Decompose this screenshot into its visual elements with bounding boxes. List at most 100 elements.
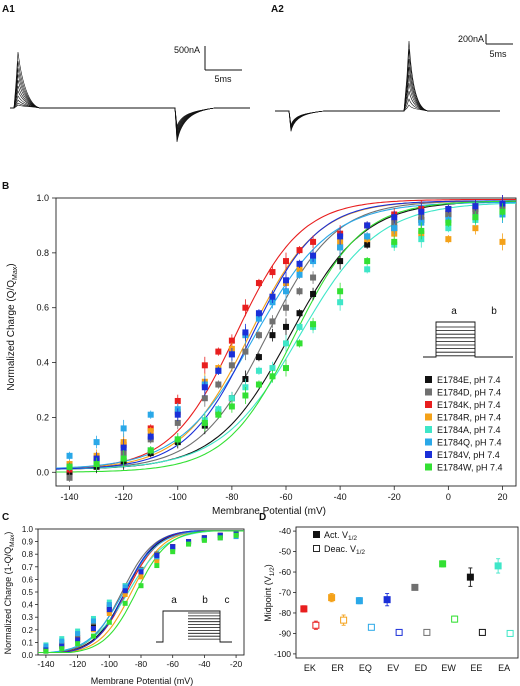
b-point-W [499, 208, 506, 215]
d-ytick-label: -70 [279, 588, 292, 598]
b-point-A [296, 323, 303, 330]
c-point-Q [90, 618, 96, 624]
d-act-point [411, 583, 419, 591]
c-point-R [138, 574, 144, 580]
d-act-point [466, 573, 474, 581]
panel-c: C -140 -120 -100 -80 -60 -40 -20 0.0 0.1 0.2 0.3 0.… [2, 512, 245, 686]
c-point-V [75, 637, 81, 643]
b-point-R [472, 225, 479, 232]
c-fit-Q [38, 530, 244, 654]
a1-trace [10, 99, 250, 139]
b-fit-W [56, 200, 517, 473]
b-point-K [255, 280, 262, 287]
b-point-V [337, 233, 344, 240]
b-point-W [296, 340, 303, 347]
b-point-A [337, 299, 344, 306]
c-point-Q [122, 584, 128, 590]
d-ytick-label: -100 [274, 649, 291, 659]
a2-trace [275, 48, 500, 126]
c-ytick-label: 0.4 [22, 601, 34, 610]
c-point-A [59, 636, 65, 642]
b-point-R [445, 236, 452, 243]
a1-trace [10, 60, 250, 128]
c-point-W [201, 537, 207, 543]
b-fit-V [56, 200, 516, 470]
b-point-D [201, 395, 208, 402]
b-point-D [215, 381, 222, 388]
d-deac-point [395, 628, 403, 636]
a2-scale-y-label: 200nA [458, 34, 484, 44]
c-protocol-diagram: a b c [156, 595, 232, 643]
d-category-label: EK [304, 663, 316, 673]
b-point-K [269, 269, 276, 276]
c-point-A [75, 628, 81, 634]
b-legend-label-W: E1784W, pH 7.4 [437, 463, 503, 473]
b-point-W [269, 373, 276, 380]
c-axes: -140 -120 -100 -80 -60 -40 -20 0.0 0.1 0.2 0.3 0.4 0… [22, 525, 245, 669]
c-xtick-label: -100 [101, 659, 118, 669]
b-point-W [215, 411, 222, 418]
b-point-K [283, 258, 289, 265]
b-ytick-label: 0.4 [36, 358, 49, 368]
c-point-V [106, 607, 112, 613]
b-point-K [228, 337, 235, 344]
b-point-K [310, 238, 317, 245]
b-point-A [445, 225, 452, 232]
d-category-label: EQ [359, 663, 372, 673]
b-point-W [242, 392, 249, 399]
c-ytick-label: 0.3 [22, 613, 34, 622]
b-fit-A [56, 202, 517, 470]
b-point-V [445, 205, 452, 212]
b-point-Q [93, 439, 100, 446]
d-axes: -40 -50 -60 -70 -80 -90 -100 EK ER EQ EV ED EW EE EA [274, 526, 519, 673]
d-ytick-label: -60 [279, 567, 292, 577]
c-point-W [122, 600, 128, 606]
d-act-point [439, 560, 447, 568]
b-point-V [296, 260, 303, 267]
d-legend-deac-marker [313, 545, 320, 552]
c-ytick-label: 0.8 [22, 550, 34, 559]
d-act-point [383, 596, 391, 604]
c-point-V [186, 539, 192, 545]
b-point-Q [66, 452, 73, 459]
b-legend-swatch-K [425, 401, 432, 408]
b-point-R [147, 428, 154, 435]
d-category-label: EV [387, 663, 399, 673]
b-point-V [228, 351, 235, 358]
d-legend: Act. V1/2 Deac. V1/2 [313, 530, 365, 556]
c-point-E [90, 623, 96, 629]
a2-current-traces [275, 40, 500, 132]
d-category-label: ED [415, 663, 428, 673]
b-point-V [364, 222, 371, 229]
panel-c-label: C [2, 512, 9, 523]
c-protocol-a: a [171, 595, 177, 606]
b-point-V [472, 203, 479, 210]
panel-b-label: B [2, 181, 9, 192]
b-legend-swatch-V [425, 451, 432, 458]
c-point-W [217, 535, 223, 541]
c-point-W [106, 619, 112, 625]
c-protocol-b: b [202, 595, 208, 606]
b-point-W [364, 258, 371, 265]
c-point-W [138, 583, 144, 589]
a1-trace [10, 51, 250, 127]
a1-trace [10, 102, 250, 141]
c-point-V [122, 588, 128, 594]
b-point-K [242, 304, 249, 311]
b-legend-label-A: E1784A, pH 7.4 [437, 425, 501, 435]
c-point-V [59, 643, 65, 649]
a2-trace [275, 40, 500, 126]
c-point-R [122, 592, 128, 598]
b-ytick-label: 1.0 [36, 193, 49, 203]
b-point-R [296, 266, 303, 273]
panel-d: D -40 -50 -60 -70 -80 -90 -100 EK ER EQ EV ED EW EE EA… [259, 512, 519, 673]
d-deac-point [367, 623, 375, 631]
c-point-R [106, 610, 112, 616]
b-point-E [364, 241, 371, 248]
b-ylabel: Normalized Charge (Q/QMax) [6, 263, 19, 390]
a2-trace [275, 66, 500, 128]
a1-scale-x-label: 5ms [214, 74, 232, 84]
b-legend-swatch-W [425, 463, 432, 471]
b-point-K [215, 348, 222, 355]
c-fit-A [38, 530, 244, 654]
